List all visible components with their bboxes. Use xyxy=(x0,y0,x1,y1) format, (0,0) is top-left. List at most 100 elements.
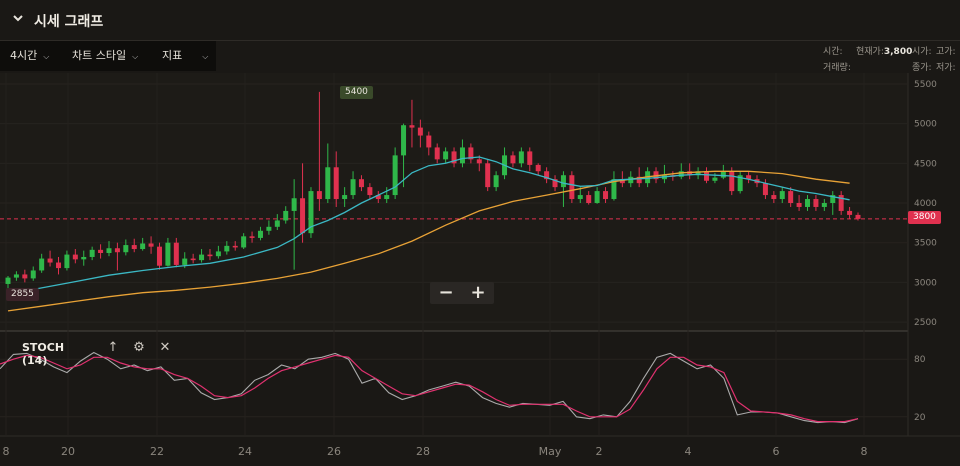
candle-body xyxy=(830,195,836,203)
low-info: 저가: xyxy=(936,60,956,73)
current-price-badge: 3800 xyxy=(908,211,941,224)
stoch-tick-label: 80 xyxy=(914,355,926,365)
candle-body xyxy=(401,125,407,156)
chart-toolbar: 4시간 ⌵ 차트 스타일 ⌵ 지표 ⌵ xyxy=(0,41,216,71)
candle-body xyxy=(333,167,339,200)
open-info: 시가: xyxy=(912,44,932,57)
arrow-up-icon[interactable]: ↑ xyxy=(107,340,119,355)
candle-body xyxy=(342,195,348,200)
candle-body xyxy=(619,179,625,184)
candle-body xyxy=(838,195,844,211)
candle-body xyxy=(813,199,819,207)
candle-body xyxy=(72,254,78,260)
x-tick-label: 8 xyxy=(3,445,10,458)
zoom-out-button[interactable]: − xyxy=(438,282,454,303)
chevron-down-icon: ⌵ xyxy=(43,52,50,61)
candle-body xyxy=(518,151,524,164)
candle-body xyxy=(535,164,541,172)
candle-body xyxy=(788,191,794,203)
x-tick-label: 24 xyxy=(238,445,252,458)
candle-body xyxy=(123,245,129,253)
volume-label: 거래량: xyxy=(823,63,851,73)
candle-body xyxy=(148,243,154,247)
low-price-marker: 2855 xyxy=(6,288,39,301)
candle-body xyxy=(47,258,53,263)
zoom-controls: − + xyxy=(430,282,494,304)
candle-body xyxy=(266,226,272,231)
candle-body xyxy=(215,251,221,257)
candle-body xyxy=(552,179,558,188)
low-marker-text: 2855 xyxy=(11,289,34,299)
zoom-in-button[interactable]: + xyxy=(470,282,486,303)
candle-body xyxy=(13,274,19,278)
high-price-marker: 5400 xyxy=(340,86,373,99)
price-tick-label: 3000 xyxy=(914,278,937,288)
candle-body xyxy=(325,167,331,200)
candle-body xyxy=(636,176,642,184)
indicator-select[interactable]: 지표 ⌵ xyxy=(162,41,208,71)
chevron-down-icon[interactable] xyxy=(12,12,28,28)
x-tick-label: 2 xyxy=(596,445,603,458)
candle-body xyxy=(510,155,516,164)
candle-body xyxy=(291,198,297,211)
candle-body xyxy=(628,176,634,184)
candle-body xyxy=(257,230,263,238)
gear-icon[interactable]: ⚙ xyxy=(133,340,145,355)
chevron-down-icon: ⌵ xyxy=(132,52,139,61)
chart-style-select[interactable]: 차트 스타일 ⌵ xyxy=(72,41,138,71)
candle-body xyxy=(358,179,364,188)
stoch-label: STOCH (14) xyxy=(22,341,65,367)
close-icon[interactable]: ✕ xyxy=(159,340,171,355)
candle-body xyxy=(704,171,710,181)
high-marker-text: 5400 xyxy=(345,87,368,97)
candle-body xyxy=(5,277,11,284)
chart-title: 시세 그래프 xyxy=(34,14,104,30)
candle-body xyxy=(451,151,457,164)
candle-body xyxy=(779,191,785,200)
candle-body xyxy=(106,248,112,254)
current-price-badge-text: 3800 xyxy=(913,212,936,222)
candle-body xyxy=(485,163,491,188)
candle-body xyxy=(173,242,179,265)
candle-body xyxy=(98,249,104,254)
price-tick-label: 4500 xyxy=(914,159,937,169)
time-info: 시간: xyxy=(823,44,843,57)
stoch-tick-label: 20 xyxy=(914,413,926,423)
candle-body xyxy=(283,210,289,221)
candle-body xyxy=(249,236,255,238)
candle-body xyxy=(729,171,735,192)
ma-slow-line xyxy=(7,170,850,312)
candle-body xyxy=(300,198,306,234)
candle-body xyxy=(687,171,693,176)
low-label: 저가: xyxy=(936,63,956,73)
candle-body xyxy=(30,270,36,279)
price-tick-label: 5500 xyxy=(914,80,937,90)
candle-body xyxy=(586,195,592,203)
x-tick-label: 6 xyxy=(773,445,780,458)
candle-body xyxy=(199,254,205,261)
interval-select[interactable]: 4시간 ⌵ xyxy=(10,41,49,71)
candle-body xyxy=(190,258,196,261)
candle-body xyxy=(603,191,609,200)
candle-body xyxy=(737,175,743,192)
candle-body xyxy=(468,147,474,160)
candle-body xyxy=(712,177,718,181)
candle-body xyxy=(89,249,95,257)
candle-body xyxy=(569,175,575,200)
candle-body xyxy=(493,175,499,188)
price-tick-label: 4000 xyxy=(914,199,937,209)
current-price-label: 현재가: xyxy=(856,47,884,57)
candle-body xyxy=(64,254,70,269)
candle-body xyxy=(131,245,137,250)
price-tick-label: 3500 xyxy=(914,239,937,249)
candle-body xyxy=(274,220,280,227)
candle-body xyxy=(847,210,853,215)
high-label: 고가: xyxy=(936,47,956,57)
current-price-info: 현재가:3,800 xyxy=(856,44,912,57)
candle-body xyxy=(426,135,432,148)
x-tick-label: 20 xyxy=(61,445,75,458)
candle-body xyxy=(156,246,162,266)
candle-body xyxy=(308,191,314,234)
candle-body xyxy=(577,195,583,200)
